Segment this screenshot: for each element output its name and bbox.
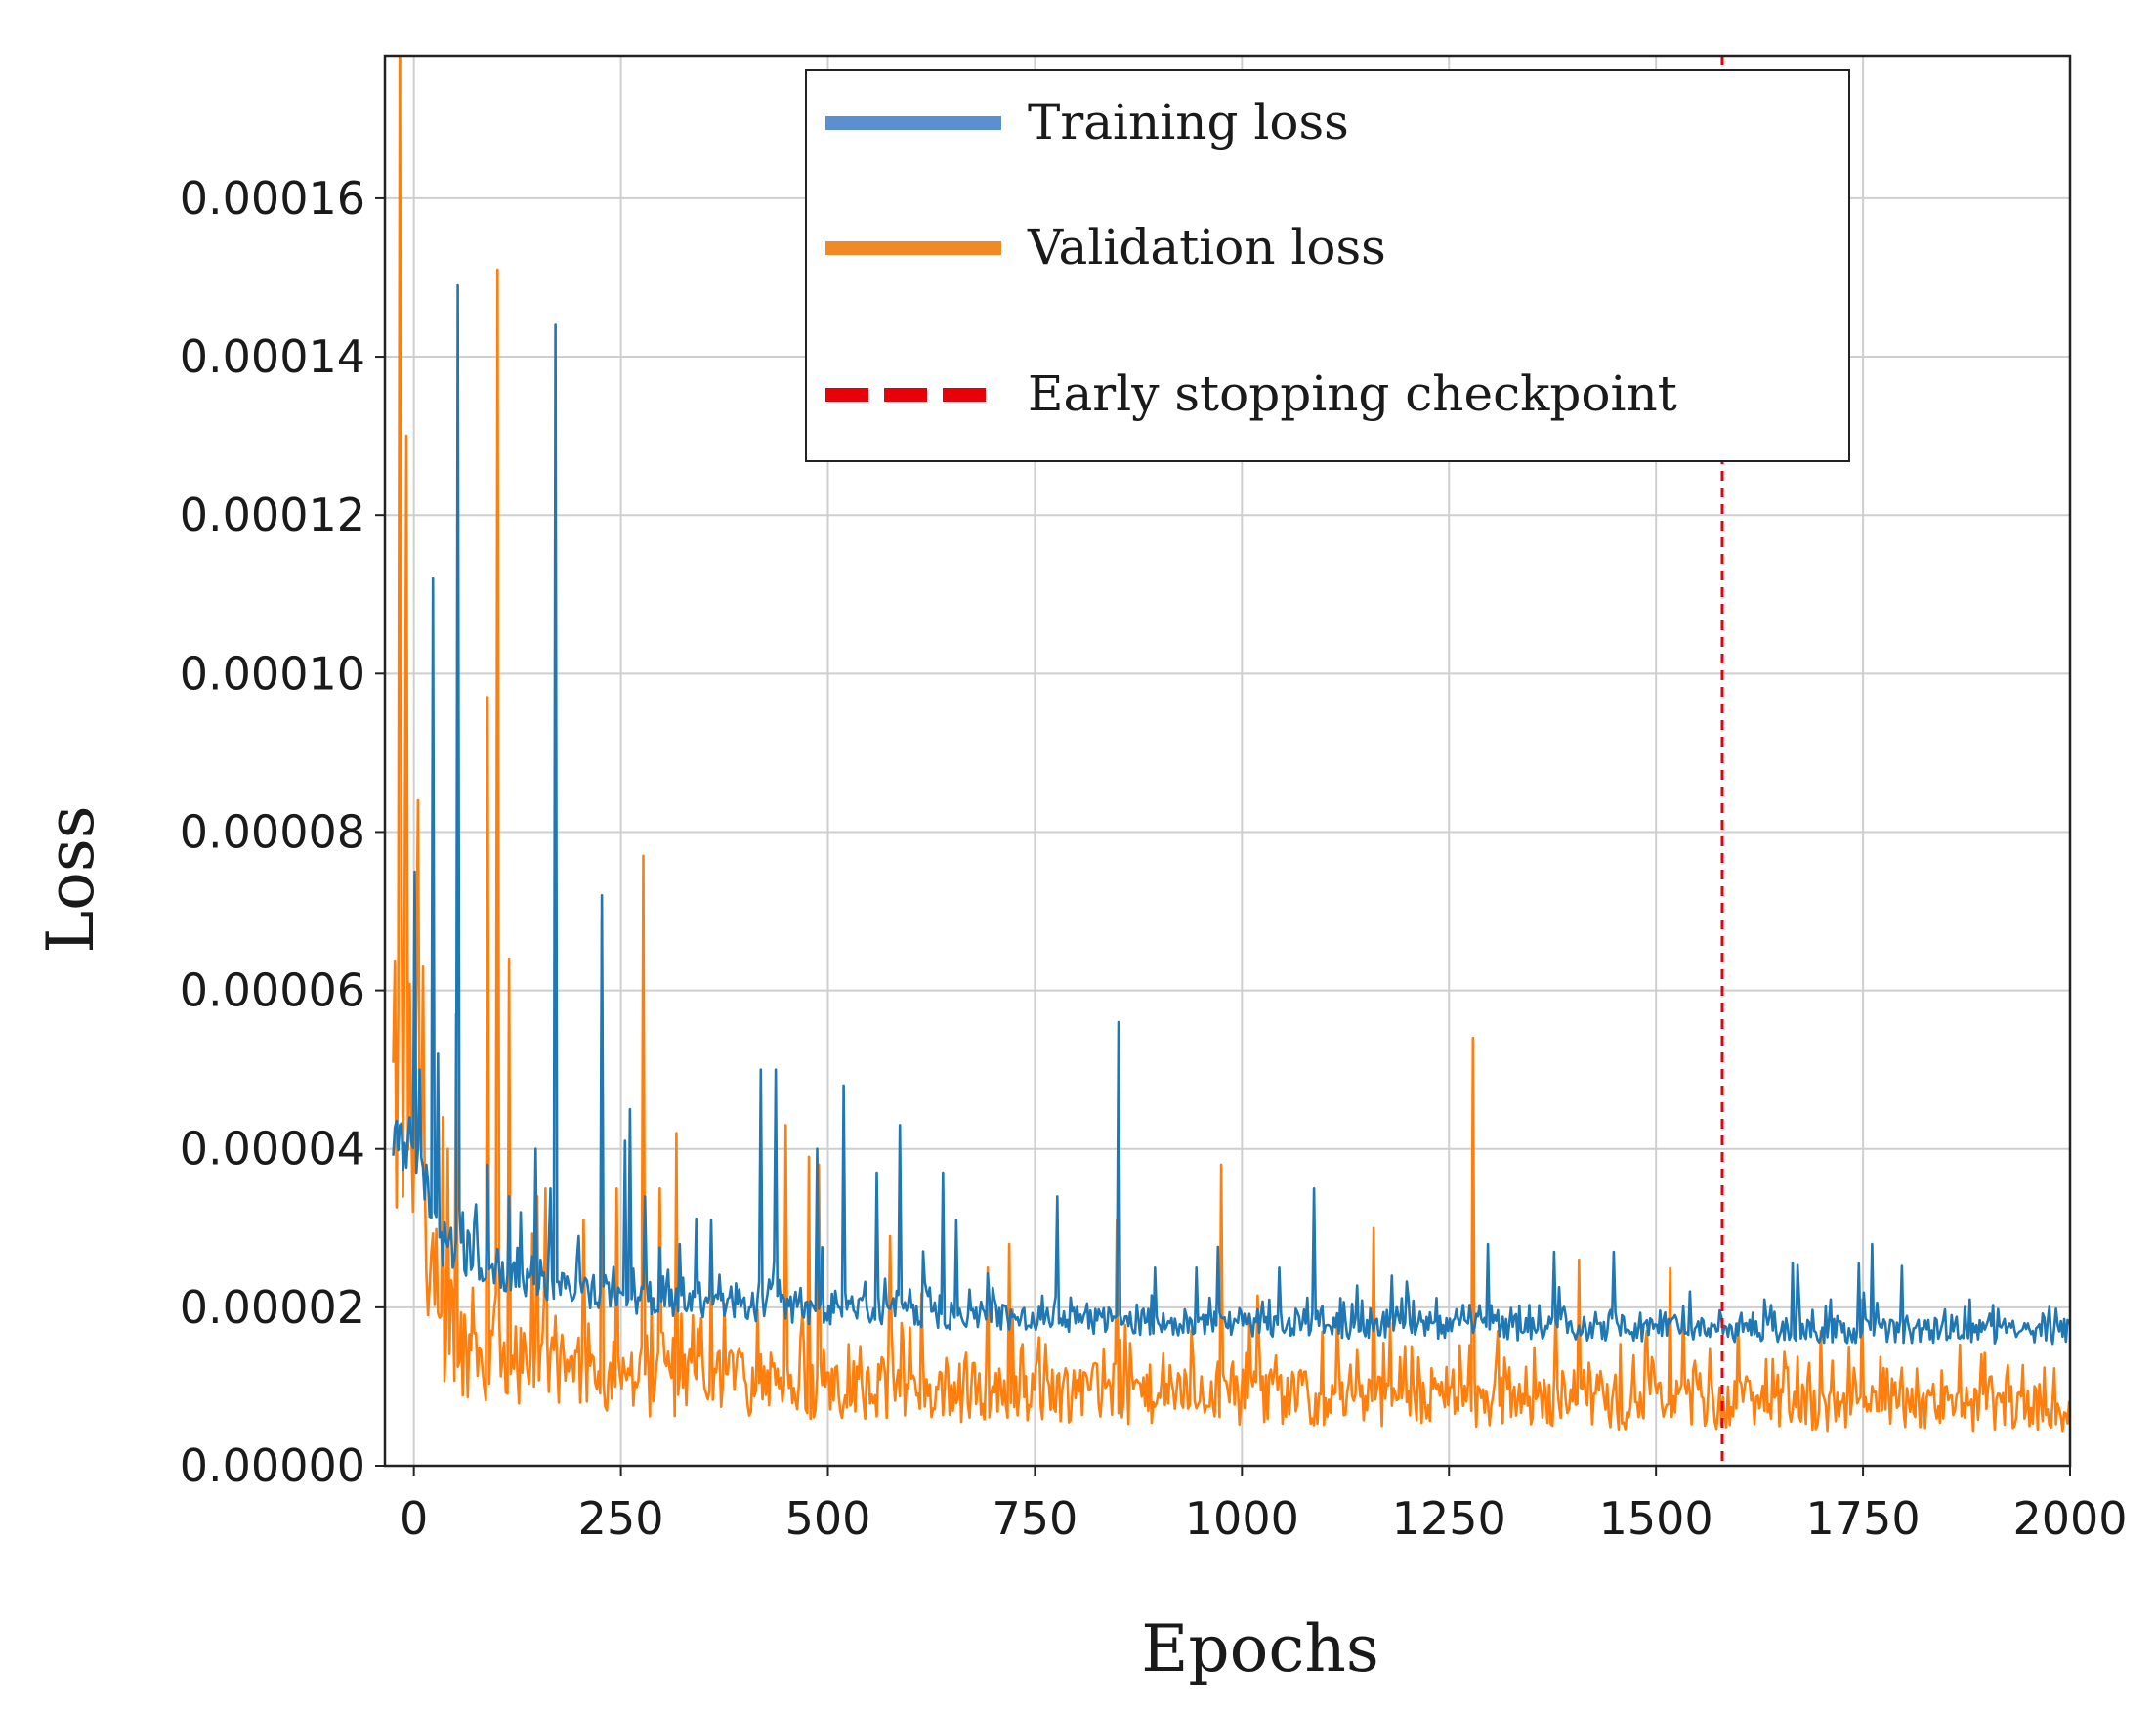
y-tick-label: 0.00012 — [180, 489, 365, 541]
x-axis-title: Epochs — [1141, 1611, 1379, 1687]
y-tick-label: 0.00008 — [180, 805, 365, 858]
y-tick-label: 0.00002 — [180, 1281, 365, 1334]
x-tick-label: 0 — [400, 1492, 428, 1545]
plot-frame — [383, 54, 2072, 1468]
training-loss-line — [392, 283, 2070, 1346]
x-tick-label: 1750 — [1806, 1492, 1921, 1545]
legend-label-training: Training loss — [1028, 94, 1349, 150]
x-tick-label: 500 — [785, 1492, 871, 1545]
axis-ticks: 0 250 500 750 1000 1250 1500 1750 2000 0.00000 0.0… — [180, 172, 2128, 1545]
y-tick-label: 0.00000 — [180, 1439, 365, 1492]
x-tick-label: 1500 — [1599, 1492, 1713, 1545]
x-tick-label: 750 — [993, 1492, 1078, 1545]
series-lines — [392, 56, 2070, 1433]
legend-label-early-stopping: Early stopping checkpoint — [1028, 365, 1677, 422]
y-axis-title: Loss — [33, 805, 108, 953]
y-tick-label: 0.00014 — [180, 330, 365, 383]
y-tick-label: 0.00016 — [180, 172, 365, 225]
x-tick-label: 2000 — [2012, 1492, 2127, 1545]
y-tick-label: 0.00004 — [180, 1123, 365, 1176]
y-tick-label: 0.00006 — [180, 964, 365, 1017]
legend-label-validation: Validation loss — [1027, 219, 1386, 276]
legend: Training loss Validation loss Early stop… — [805, 69, 1850, 462]
x-tick-label: 250 — [578, 1492, 664, 1545]
y-tick-label: 0.00010 — [180, 647, 365, 700]
x-tick-label: 1250 — [1392, 1492, 1506, 1545]
validation-loss-line — [392, 56, 2070, 1433]
x-tick-label: 1000 — [1185, 1492, 1299, 1545]
